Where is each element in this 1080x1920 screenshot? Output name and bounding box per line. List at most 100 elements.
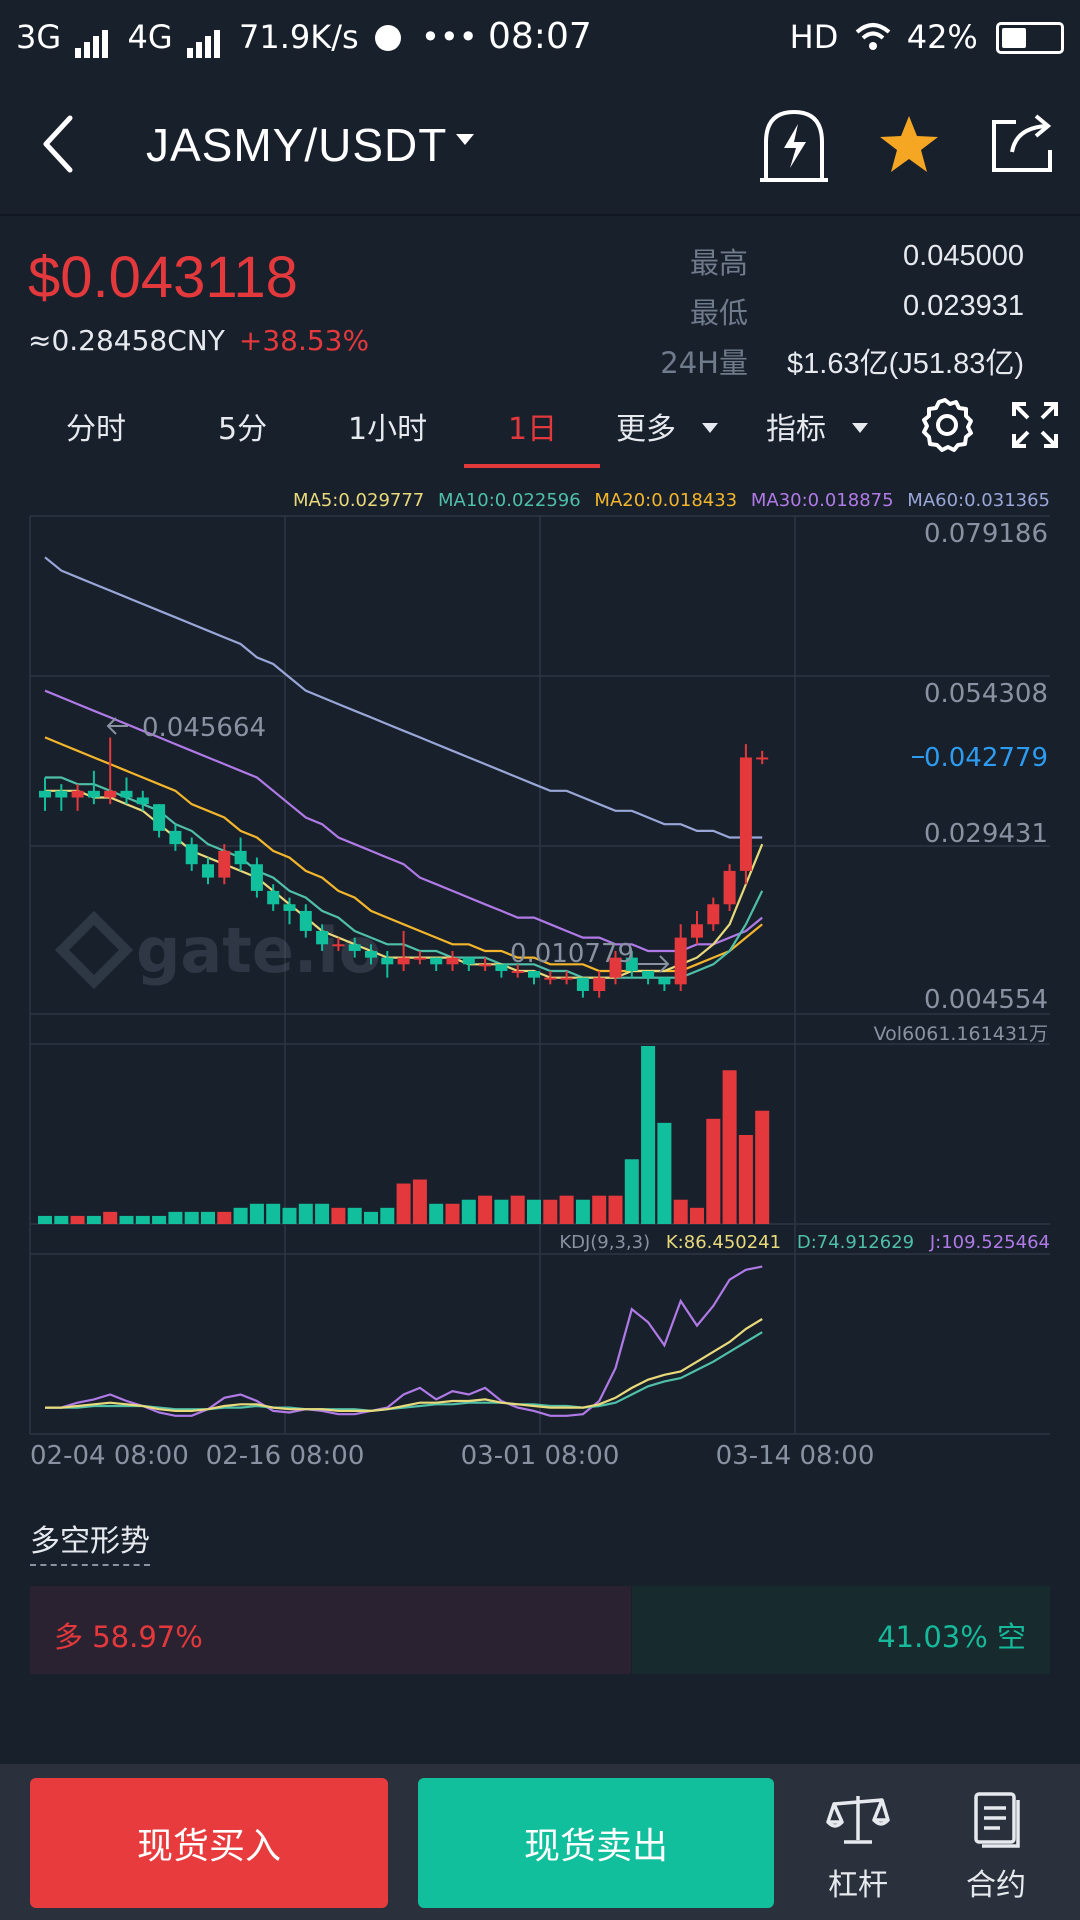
volume-bar (608, 1195, 623, 1224)
long-short-bar: 多 58.97% 41.03% 空 (30, 1586, 1050, 1674)
candle-body (658, 977, 671, 985)
chart-grid (29, 515, 1050, 1435)
x-axis-label: 03-01 08:00 (461, 1441, 620, 1470)
contract-label: 合约 (966, 1868, 1026, 1903)
long-segment (30, 1586, 632, 1674)
svg-text:gate.io: gate.io (136, 914, 381, 987)
candle-body (299, 910, 312, 931)
x-axis-label: 02-16 08:00 (206, 1441, 365, 1470)
volume-bar (70, 1215, 85, 1224)
tab-5min[interactable]: 5分 (218, 412, 268, 447)
volume-bar (527, 1199, 541, 1224)
short-ratio: 41.03% 空 (877, 1620, 1026, 1654)
candle-body (642, 970, 655, 978)
back-button[interactable] (36, 106, 96, 186)
candle-body (202, 864, 214, 878)
candle-body (707, 904, 720, 925)
status-left: 3G 4G 71.9K/s ••• (16, 18, 478, 58)
candle-body (153, 804, 166, 831)
candle-body (120, 790, 133, 798)
volume-bar (249, 1203, 264, 1224)
volume-24h-label: 24H量 (660, 346, 748, 380)
ma10-legend: MA10:0.022596 (438, 490, 581, 511)
volume-bar (282, 1207, 297, 1224)
price-axis-label: 0.079186 (924, 519, 1048, 549)
candle-body (413, 957, 426, 960)
candle-body (250, 864, 263, 891)
tab-1day[interactable]: 1日 (508, 412, 558, 447)
candle-body (674, 937, 687, 985)
candle-body (446, 957, 459, 965)
x-axis-label: 02-04 08:00 (30, 1441, 189, 1470)
signal-icon (75, 20, 111, 58)
volume-bar (298, 1203, 313, 1224)
kline-chart[interactable]: gate.io MA5:0.029777 MA10:0.022596 MA20:… (0, 480, 1080, 1470)
volume-bar (38, 1215, 52, 1224)
tab-1hour[interactable]: 1小时 (348, 412, 428, 447)
clock: 08:07 (488, 16, 592, 57)
d-legend: D:74.912629 (797, 1232, 914, 1253)
spot-sell-button[interactable]: 现货卖出 (418, 1778, 774, 1908)
candle-body (87, 790, 100, 798)
volume-bar (54, 1215, 69, 1224)
price-alert-button[interactable] (758, 104, 830, 188)
candle-body (365, 950, 377, 958)
signal-icon (186, 20, 223, 58)
low-value: 0.023931 (903, 290, 1024, 322)
candle-body (479, 964, 492, 967)
active-tab-indicator (464, 464, 600, 468)
volume-bar (396, 1183, 411, 1224)
battery-icon (996, 22, 1064, 54)
alert-bolt-icon (760, 109, 828, 182)
volume-bar (217, 1211, 232, 1224)
spot-buy-button[interactable]: 现货买入 (30, 1778, 388, 1908)
network-4g-label: 4G (127, 18, 173, 56)
k-legend: K:86.450241 (666, 1232, 781, 1253)
candle-body (104, 790, 117, 798)
j-line (45, 1265, 763, 1417)
volume-bar (233, 1207, 248, 1224)
high-marker-arrow (106, 717, 128, 735)
volume-bar (624, 1159, 639, 1224)
leverage-button[interactable]: 杠杆 (808, 1790, 908, 1910)
settings-button[interactable] (916, 396, 974, 454)
contract-button[interactable]: 合约 (946, 1790, 1046, 1910)
candle-body (267, 890, 280, 905)
volume-bar (266, 1203, 281, 1224)
volume-bar (135, 1215, 150, 1224)
fullscreen-button[interactable] (1010, 400, 1060, 450)
star-icon (880, 116, 938, 172)
long-ratio: 多 58.97% (54, 1620, 203, 1654)
tab-more[interactable]: 更多 (616, 404, 718, 448)
candle-body (55, 790, 68, 798)
ma20-legend: MA20:0.018433 (594, 490, 737, 511)
volume-bar (510, 1195, 525, 1224)
favorite-button[interactable] (874, 110, 944, 180)
high-label: 最高 (689, 246, 748, 280)
tab-time-sharing[interactable]: 分时 (66, 412, 126, 447)
volume-bar (429, 1203, 444, 1224)
volume-bar (380, 1207, 395, 1224)
volume-bar (657, 1122, 672, 1224)
long-short-title[interactable]: 多空形势 (30, 1516, 150, 1566)
volume-bar (168, 1211, 183, 1224)
candle-body (381, 957, 394, 965)
hd-label: HD (789, 18, 839, 56)
gear-icon (922, 398, 973, 452)
volume-bar (201, 1211, 215, 1224)
volume-bar (86, 1215, 101, 1224)
kdj-params: KDJ(9,3,3) (559, 1232, 650, 1253)
kdj-legend: KDJ(9,3,3) K:86.450241 D:74.912629 J:109… (559, 1232, 1050, 1253)
ma-legend: MA5:0.029777 MA10:0.022596 MA20:0.018433… (293, 490, 1050, 511)
volume-bar (331, 1207, 346, 1224)
volume-bar (641, 1046, 656, 1224)
leverage-label: 杠杆 (828, 1868, 888, 1903)
low-marker-arrow (638, 955, 670, 973)
network-speed: 71.9K/s (239, 18, 359, 56)
caret-down-icon[interactable] (456, 134, 474, 145)
pair-selector[interactable]: JASMY/USDT (146, 119, 448, 171)
share-button[interactable] (988, 106, 1058, 180)
tab-indicators[interactable]: 指标 (766, 404, 868, 448)
candle-body (332, 944, 345, 947)
more-dots-icon: ••• (421, 18, 478, 56)
